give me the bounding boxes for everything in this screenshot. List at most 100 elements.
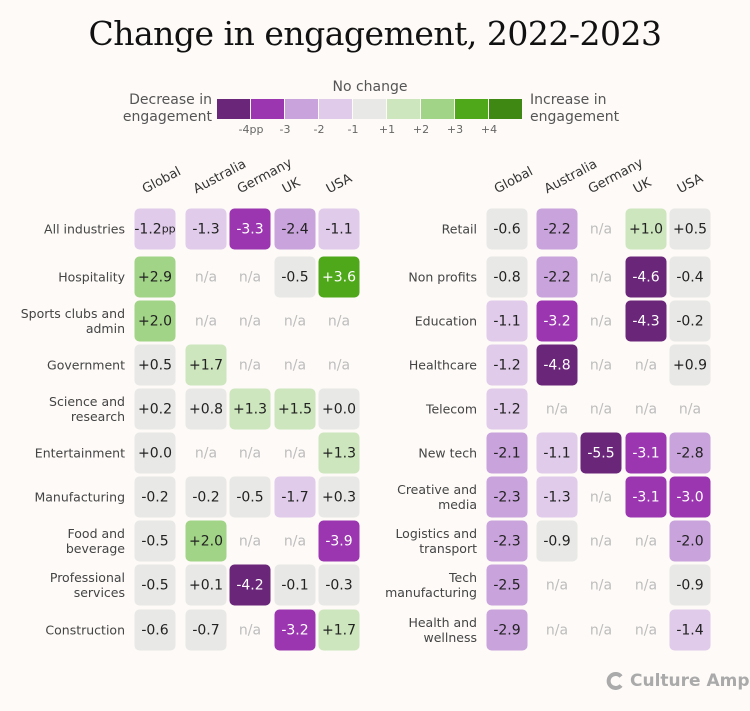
legend-swatch — [251, 99, 284, 119]
heatmap-cell: -4.2 — [229, 564, 271, 606]
legend-swatch — [421, 99, 454, 119]
row-label: Logistics and transport — [395, 526, 477, 556]
legend-tick: +4 — [480, 123, 498, 136]
legend-swatch — [285, 99, 318, 119]
heatmap-cell: n/a — [589, 221, 613, 237]
heatmap-cell: +0.8 — [185, 388, 227, 430]
heatmap-cell: +0.2 — [134, 388, 176, 430]
legend-swatch — [489, 99, 522, 119]
heatmap-cell: -0.3 — [318, 564, 360, 606]
heatmap-cell: n/a — [589, 622, 613, 638]
heatmap-cell: -1.2 — [486, 388, 528, 430]
legend-no-change: No change — [332, 79, 408, 95]
legend-tick: -2 — [313, 123, 325, 136]
heatmap-cell: n/a — [634, 401, 658, 417]
culture-amp-logo-icon — [606, 672, 623, 690]
heatmap-cell: -4.8 — [536, 344, 578, 386]
row-label: Retail — [441, 221, 477, 237]
heatmap-cell: -0.8 — [486, 256, 528, 298]
heatmap-cell: -0.4 — [669, 256, 711, 298]
heatmap-cell: +0.0 — [318, 388, 360, 430]
heatmap-cell: +1.7 — [318, 609, 360, 651]
heatmap-cell: n/a — [589, 577, 613, 593]
legend-tick: +1 — [378, 123, 396, 136]
heatmap-cell: n/a — [283, 313, 307, 329]
heatmap-cell: n/a — [545, 577, 569, 593]
heatmap-cell: n/a — [634, 357, 658, 373]
chart-title: Change in engagement, 2022-2023 — [88, 14, 662, 53]
heatmap-cell: +0.5 — [669, 208, 711, 250]
row-label: All industries — [44, 221, 125, 237]
heatmap-cell: +1.3 — [229, 388, 271, 430]
row-label: Health and wellness — [408, 615, 477, 645]
heatmap-cell: -2.4 — [274, 208, 316, 250]
heatmap-cell: +2.0 — [185, 520, 227, 562]
row-label: Education — [414, 313, 477, 329]
heatmap-cell: n/a — [283, 445, 307, 461]
heatmap-cell: n/a — [238, 622, 262, 638]
heatmap-cell: -1.2 pp — [134, 208, 176, 250]
heatmap-cell: n/a — [589, 313, 613, 329]
heatmap-cell: -3.2 — [536, 300, 578, 342]
heatmap-cell: +0.0 — [134, 432, 176, 474]
heatmap-cell: -0.2 — [669, 300, 711, 342]
heatmap-cell: n/a — [634, 533, 658, 549]
heatmap-cell: -2.0 — [669, 520, 711, 562]
row-label: Government — [47, 357, 125, 373]
heatmap-cell: n/a — [238, 445, 262, 461]
heatmap-cell: +2.9 — [134, 256, 176, 298]
heatmap-cell: -0.9 — [669, 564, 711, 606]
legend-tick: +2 — [412, 123, 430, 136]
column-header: Global — [491, 164, 536, 197]
legend-decrease: Decrease in engagement — [122, 92, 212, 125]
heatmap-cell: n/a — [327, 313, 351, 329]
heatmap-cell: +1.5 — [274, 388, 316, 430]
row-label: Tech manufacturing — [385, 570, 477, 600]
legend-tick: -3 — [279, 123, 291, 136]
row-label: Telecom — [425, 401, 477, 417]
heatmap-cell: -1.7 — [274, 476, 316, 518]
legend-tick: -4pp — [238, 123, 264, 136]
heatmap-cell: -2.2 — [536, 208, 578, 250]
heatmap-cell: -0.6 — [134, 609, 176, 651]
heatmap-cell: n/a — [283, 357, 307, 373]
legend-tick: -1 — [347, 123, 359, 136]
legend-color-scale — [217, 99, 523, 119]
row-label: Non profits — [408, 269, 477, 285]
heatmap-cell: -1.1 — [486, 300, 528, 342]
heatmap-cell: -0.5 — [229, 476, 271, 518]
heatmap-cell: -4.3 — [625, 300, 667, 342]
heatmap-cell: +0.5 — [134, 344, 176, 386]
heatmap-cell: -3.1 — [625, 476, 667, 518]
heatmap-cell: -1.3 — [185, 208, 227, 250]
heatmap-cell: n/a — [589, 489, 613, 505]
column-header: Global — [139, 164, 184, 197]
column-header: UK — [630, 175, 654, 197]
heatmap-cell: -1.1 — [318, 208, 360, 250]
row-label: Construction — [45, 622, 125, 638]
heatmap-cell: +1.3 — [318, 432, 360, 474]
heatmap-cell: n/a — [327, 357, 351, 373]
heatmap-cell: -2.5 — [486, 564, 528, 606]
heatmap-cell: n/a — [283, 533, 307, 549]
heatmap-cell: -4.6 — [625, 256, 667, 298]
heatmap-cell: n/a — [589, 533, 613, 549]
heatmap-cell: -0.5 — [134, 564, 176, 606]
heatmap-cell: n/a — [589, 401, 613, 417]
heatmap-cell: +1.0 — [625, 208, 667, 250]
legend-swatch — [217, 99, 250, 119]
heatmap-cell: n/a — [238, 357, 262, 373]
heatmap-cell: -2.3 — [486, 520, 528, 562]
heatmap-cell: n/a — [194, 269, 218, 285]
heatmap-cell: -1.1 — [536, 432, 578, 474]
heatmap-cell: -2.1 — [486, 432, 528, 474]
heatmap-cell: n/a — [194, 313, 218, 329]
heatmap-cell: -1.2 — [486, 344, 528, 386]
heatmap-cell: n/a — [634, 577, 658, 593]
heatmap-cell: +0.1 — [185, 564, 227, 606]
heatmap-cell: n/a — [238, 313, 262, 329]
legend-swatch — [319, 99, 352, 119]
heatmap-cell: n/a — [545, 401, 569, 417]
legend-swatch — [455, 99, 488, 119]
